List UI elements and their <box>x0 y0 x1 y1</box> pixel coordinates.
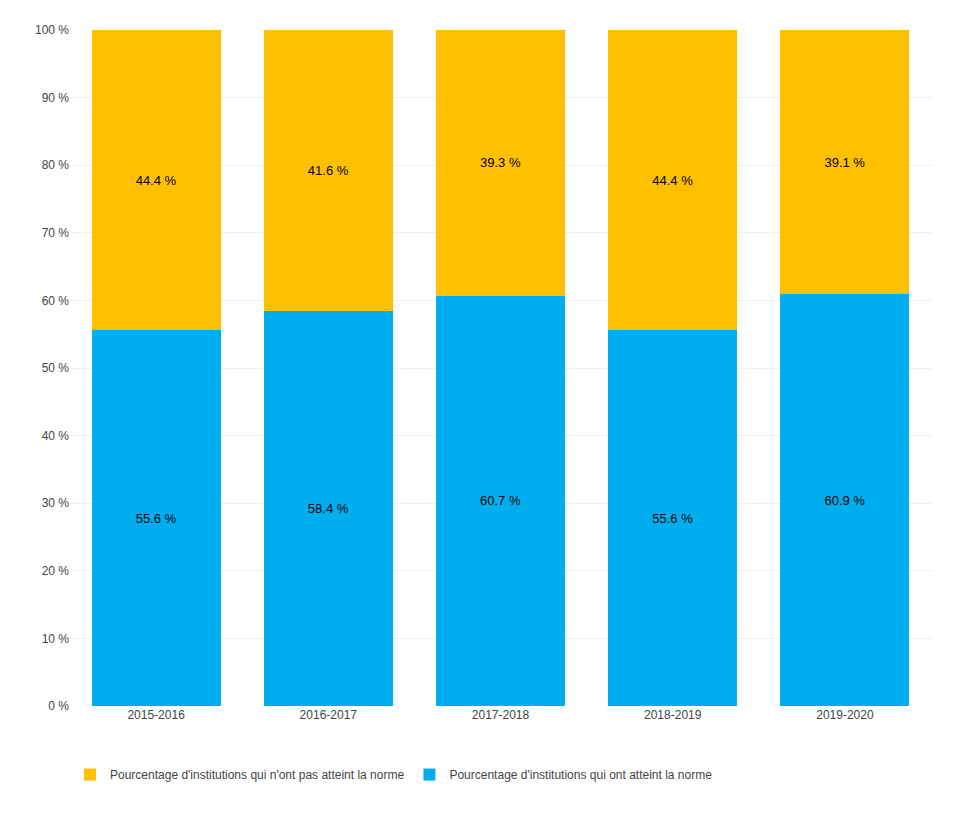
svg-text:41.6 %: 41.6 % <box>308 163 349 178</box>
svg-text:39.1 %: 39.1 % <box>824 155 865 170</box>
svg-text:60.9 %: 60.9 % <box>824 493 865 508</box>
svg-text:39.3 %: 39.3 % <box>480 155 521 170</box>
svg-text:2018-2019: 2018-2019 <box>644 708 702 722</box>
svg-text:2019-2020: 2019-2020 <box>816 708 874 722</box>
svg-text:50 %: 50 % <box>42 361 70 375</box>
svg-text:60.7 %: 60.7 % <box>480 493 521 508</box>
svg-text:40 %: 40 % <box>42 429 70 443</box>
svg-text:Pourcentage d'institutions qui: Pourcentage d'institutions qui ont attei… <box>449 768 712 782</box>
svg-text:60 %: 60 % <box>42 294 70 308</box>
svg-text:10 %: 10 % <box>42 632 70 646</box>
svg-text:2016-2017: 2016-2017 <box>300 708 358 722</box>
svg-text:30 %: 30 % <box>42 496 70 510</box>
svg-text:55.6 %: 55.6 % <box>652 511 693 526</box>
svg-text:0 %: 0 % <box>48 699 69 713</box>
svg-text:2017-2018: 2017-2018 <box>472 708 530 722</box>
svg-text:44.4 %: 44.4 % <box>652 173 693 188</box>
svg-text:2015-2016: 2015-2016 <box>127 708 185 722</box>
svg-text:90 %: 90 % <box>42 91 70 105</box>
svg-text:70 %: 70 % <box>42 226 70 240</box>
svg-text:55.6 %: 55.6 % <box>136 511 177 526</box>
svg-text:20 %: 20 % <box>42 564 70 578</box>
svg-text:Pourcentage d'institutions qui: Pourcentage d'institutions qui n'ont pas… <box>110 768 404 782</box>
svg-text:100 %: 100 % <box>35 23 69 37</box>
svg-text:80 %: 80 % <box>42 158 70 172</box>
svg-text:58.4 %: 58.4 % <box>308 501 349 516</box>
svg-text:44.4 %: 44.4 % <box>136 173 177 188</box>
